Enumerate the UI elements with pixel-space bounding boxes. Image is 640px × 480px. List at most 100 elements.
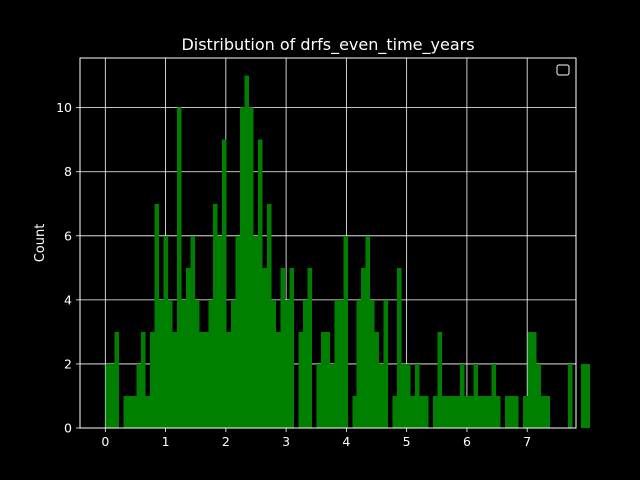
histogram-bar [401, 363, 407, 428]
histogram-bar [419, 395, 425, 428]
histogram-bar [473, 363, 478, 428]
histogram-bar [338, 299, 344, 428]
chart-title: Distribution of drfs_even_time_years [181, 35, 474, 55]
histogram-bar [222, 139, 227, 429]
histogram-bar [460, 363, 465, 428]
histogram-bar [383, 299, 389, 428]
histogram-bar [370, 299, 375, 428]
histogram-bar [397, 267, 402, 428]
x-tick-label: 0 [101, 434, 109, 449]
histogram-bar [509, 395, 514, 428]
y-tick-label: 10 [56, 100, 72, 115]
histogram-bar [132, 395, 137, 428]
histogram-bar [334, 299, 339, 428]
histogram-bar [442, 395, 447, 428]
y-tick-label: 8 [64, 164, 72, 179]
histogram-bar [145, 395, 151, 428]
histogram-bar [266, 203, 272, 428]
plot-frame [79, 57, 577, 429]
x-tick-label: 4 [342, 434, 350, 449]
histogram-bar [468, 395, 474, 428]
histogram-bar [275, 331, 281, 428]
histogram-bar [235, 235, 241, 428]
histogram-bar [581, 363, 586, 428]
histogram-bar [289, 267, 294, 428]
histogram-bar [513, 395, 519, 428]
histogram-bar [307, 267, 312, 428]
histogram-bar [491, 363, 496, 428]
y-tick-label: 6 [64, 228, 72, 243]
histogram-bar [455, 395, 461, 428]
histogram-bar [540, 395, 546, 428]
histogram-bar [343, 235, 348, 428]
histogram-bar [527, 331, 532, 428]
histogram-bar [213, 203, 218, 428]
x-tick-label: 2 [222, 434, 230, 449]
histogram-bar [109, 363, 115, 428]
histogram-bar [244, 75, 249, 428]
histogram-bar [585, 363, 591, 428]
histogram-bar [531, 331, 537, 428]
histogram-bar [181, 299, 187, 428]
histogram-bar [446, 395, 452, 428]
x-tick-label: 7 [523, 434, 531, 449]
histogram-bar [253, 235, 258, 428]
histogram-bar [105, 363, 110, 428]
histogram-bar [280, 267, 285, 428]
histogram-bar [168, 299, 173, 428]
y-axis-ticks: 0 2 4 6 8 10 [56, 100, 80, 436]
histogram-bar [248, 107, 254, 428]
histogram-bar [271, 299, 276, 428]
x-tick-label: 3 [282, 434, 290, 449]
histogram-bar [298, 331, 303, 428]
histogram-bar [150, 331, 155, 428]
histogram-bar [464, 395, 469, 428]
histogram-bar [365, 235, 371, 428]
histogram-bar [316, 363, 321, 428]
histogram-bar [482, 395, 487, 428]
histogram-bar [374, 331, 380, 428]
histogram-bar [329, 363, 335, 428]
histogram-bar [392, 395, 398, 428]
x-tick-label: 6 [463, 434, 471, 449]
y-tick-label: 4 [64, 292, 72, 307]
y-tick-label: 2 [64, 356, 72, 371]
legend-box [556, 64, 570, 76]
histogram-bar [302, 299, 308, 428]
histogram-bar [204, 331, 209, 428]
histogram-bar [190, 235, 196, 428]
histogram-bar [257, 139, 263, 429]
histogram-bar [262, 267, 267, 428]
histogram-bar [159, 299, 164, 428]
histogram-bar [136, 363, 142, 428]
histogram-bar [361, 267, 366, 428]
histogram-bar [177, 107, 182, 428]
histogram-bar [141, 331, 146, 428]
histogram-bar [199, 331, 205, 428]
histogram-bar [379, 363, 384, 428]
histogram-bar [226, 331, 232, 428]
histogram-bar [486, 395, 492, 428]
histogram-bar [352, 395, 357, 428]
histogram-bar [356, 299, 362, 428]
histogram-bar [477, 395, 483, 428]
histogram-bar [154, 203, 160, 428]
histogram-bar [114, 331, 119, 428]
histogram-bars [105, 75, 591, 429]
x-axis-ticks: 0 1 2 3 4 5 6 7 [101, 428, 531, 449]
histogram-bar [325, 331, 330, 428]
histogram-bar [410, 395, 416, 428]
histogram-bar [424, 395, 429, 428]
histogram-bar [522, 395, 528, 428]
x-tick-label: 1 [162, 434, 170, 449]
histogram-bar [172, 331, 178, 428]
histogram-bar [163, 235, 169, 428]
histogram-bar [195, 299, 200, 428]
y-axis-label: Count [33, 224, 48, 263]
histogram-bar [208, 299, 214, 428]
histogram-bar [320, 331, 326, 428]
histogram-bar [545, 395, 550, 428]
histogram-bar [536, 363, 541, 428]
histogram-bar [437, 331, 443, 428]
